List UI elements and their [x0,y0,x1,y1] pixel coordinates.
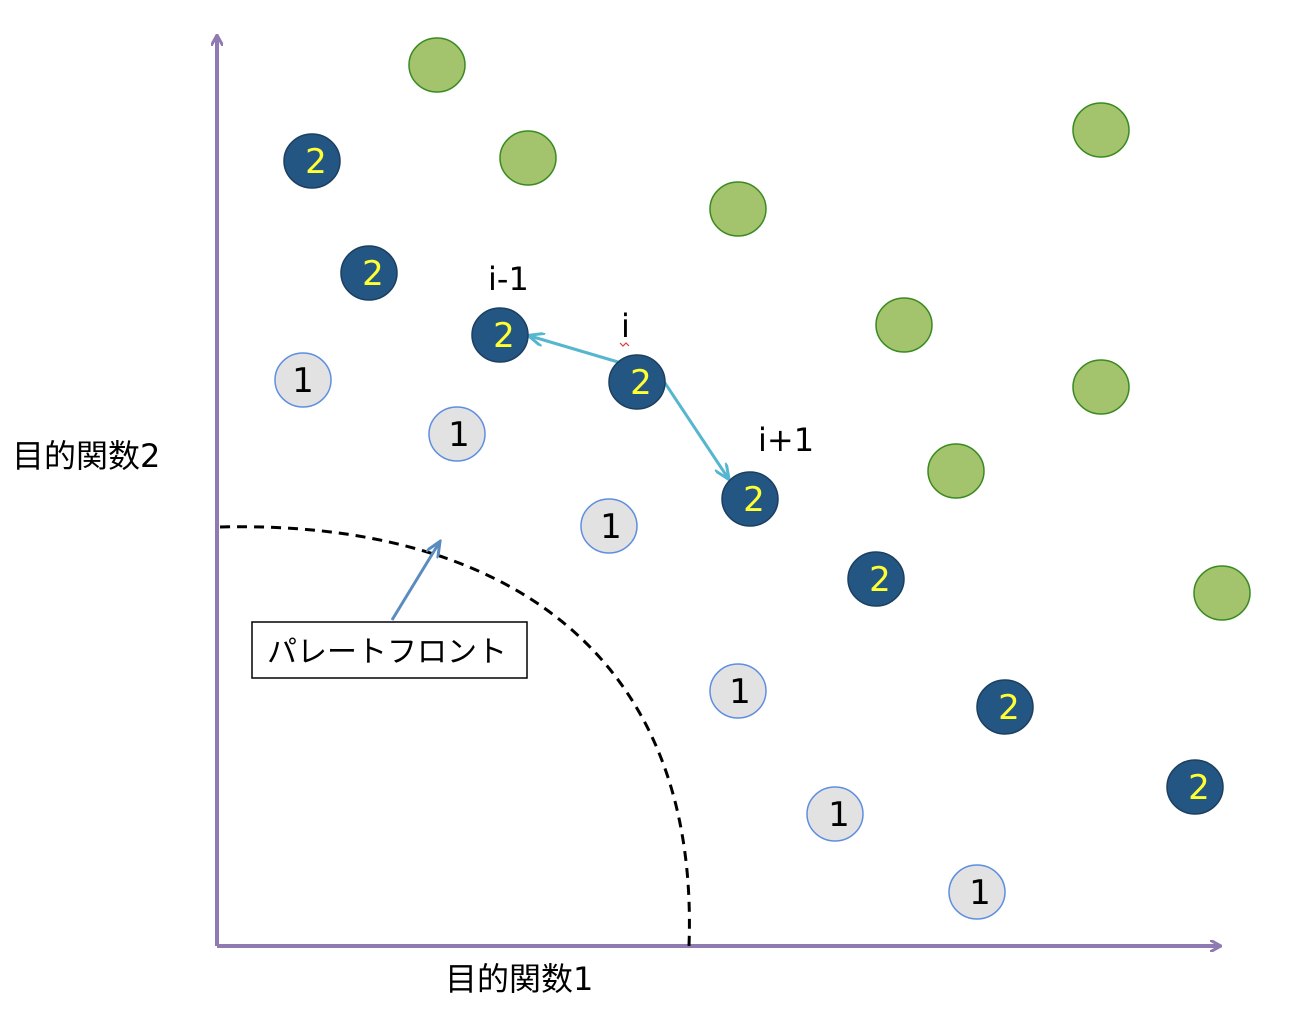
pareto-front-label: パレートフロント [267,635,507,670]
rank2-point-label: 2 [869,560,891,600]
rank1-point: 1 [948,864,1006,920]
other-point [1072,102,1130,158]
rank1-point-label: 1 [828,795,850,835]
rank1-point: 1 [274,352,332,408]
rank1-point: 1 [580,498,638,554]
y-axis-label: 目的関数2 [12,437,160,475]
rank1-point-label: 1 [729,672,751,712]
rank2-point: 2 [1166,759,1224,815]
other-point [408,37,466,93]
current-point-label: i [621,307,630,345]
rank2-point-label: 2 [362,254,384,294]
rank1-point-label: 1 [600,507,622,547]
rank2-point-label: 2 [630,363,652,403]
rank1-point: 1 [806,786,864,842]
spellcheck-squiggle [619,342,630,347]
rank2-points-group: 2 2 2 2 2 2 2 2 [283,133,1224,815]
rank2-point: 2 [976,679,1034,735]
other-point [499,130,557,186]
rank2-point-current: 2 [608,354,666,410]
rank2-point-label: 2 [998,688,1020,728]
rank2-point: 2 [847,551,905,607]
rank1-point-label: 1 [448,415,470,455]
rank1-point-label: 1 [292,361,314,401]
arrow-to-next-neighbor [661,379,728,478]
rank2-point-label: 2 [743,480,765,520]
other-point [709,181,767,237]
x-axis-label: 目的関数1 [445,960,593,998]
next-neighbor-label: i+1 [758,421,814,459]
other-points-group [408,37,1251,621]
pareto-front-curve [219,525,691,947]
rank2-point-prev-neighbor: 2 [471,307,529,363]
rank1-point: 1 [428,406,486,462]
rank2-point: 2 [283,133,341,189]
other-point [1193,565,1251,621]
rank2-point-label: 2 [493,316,515,356]
arrow-to-prev-neighbor [530,336,619,364]
other-point [875,297,933,353]
rank2-point-label: 2 [1188,768,1210,808]
rank2-point: 2 [340,245,398,301]
rank2-point-next-neighbor: 2 [721,471,779,527]
other-point [927,443,985,499]
rank1-point: 1 [709,663,767,719]
pareto-front-label-box [251,621,528,679]
pareto-front-pointer-arrow [390,543,439,621]
rank1-point-label: 1 [969,873,991,913]
rank2-point-label: 2 [305,142,327,182]
prev-neighbor-label: i-1 [488,260,529,298]
rank1-points-group: 1 1 1 1 1 1 [274,352,1006,920]
other-point [1072,359,1130,415]
